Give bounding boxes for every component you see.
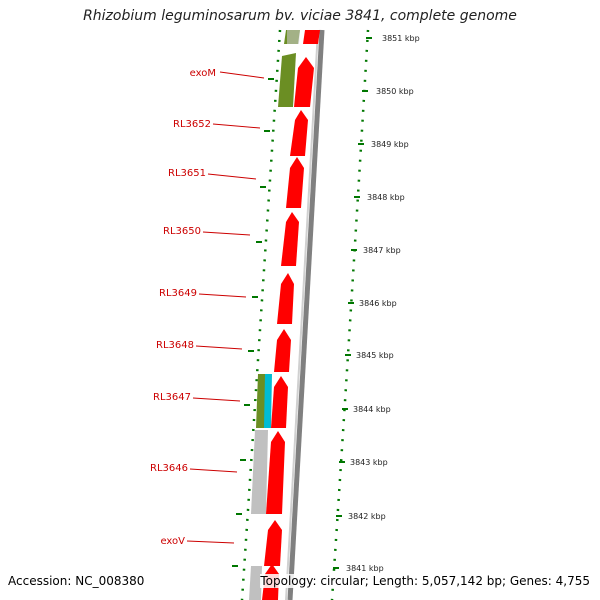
kbp-label: 3847 kbp (363, 246, 401, 255)
kbp-label: 3849 kbp (371, 140, 409, 149)
gene-label-exoV[interactable]: exoV (160, 536, 185, 547)
genome-backbone (287, 29, 325, 600)
gene-label-exoM[interactable]: exoM (190, 68, 216, 79)
inner-major-ticks (232, 78, 274, 567)
gene-feature-RL3652[interactable] (290, 110, 308, 156)
gene-feature-lower-reverse[interactable] (249, 566, 262, 600)
kbp-label: 3841 kbp (346, 564, 384, 573)
gene-feature-RL3649[interactable] (277, 273, 294, 324)
kbp-label: 3845 kbp (356, 351, 394, 360)
forward-strand-genes (262, 30, 320, 600)
reverse-strand-features (249, 30, 300, 600)
outer-major-ticks (333, 37, 372, 569)
gene-label-RL3649[interactable]: RL3649 (159, 288, 197, 299)
gene-label-RL3646[interactable]: RL3646 (150, 463, 188, 474)
gene-feature-exoM-forward[interactable] (294, 57, 314, 107)
gene-feature-forward[interactable] (303, 30, 320, 44)
kbp-label: 3844 kbp (353, 405, 391, 414)
gene-label-RL3647[interactable]: RL3647 (153, 392, 191, 403)
kbp-label: 3842 kbp (348, 512, 386, 521)
gene-feature-RL3648[interactable] (274, 329, 291, 372)
gene-feature-reverse[interactable] (287, 30, 300, 44)
genome-backbone-shadow (285, 29, 319, 600)
genome-title: Rhizobium leguminosarum bv. viciae 3841,… (83, 8, 517, 24)
kbp-label: 3848 kbp (367, 193, 405, 202)
gene-feature-RL3650[interactable] (281, 212, 299, 266)
gene-feature-RL3647[interactable] (271, 376, 288, 428)
gene-feature-exoV[interactable] (264, 520, 282, 566)
gene-feature-cyan[interactable] (264, 374, 272, 428)
kbp-label: 3850 kbp (376, 87, 414, 96)
kbp-label: 3846 kbp (359, 299, 397, 308)
accession-text: Accession: NC_008380 (8, 574, 145, 588)
genome-summary-text: Topology: circular; Length: 5,057,142 bp… (260, 574, 590, 588)
gene-feature-RL3647-reverse[interactable] (256, 374, 266, 428)
kbp-label: 3851 kbp (382, 34, 420, 43)
inner-tick-ring (240, 29, 282, 600)
gene-label-RL3648[interactable]: RL3648 (156, 340, 194, 351)
gene-feature-RL3646-reverse[interactable] (251, 430, 268, 514)
gene-label-leaders (186, 71, 265, 544)
gene-label-RL3652[interactable]: RL3652 (173, 119, 211, 130)
gene-feature-RL3646[interactable] (266, 431, 285, 514)
gene-feature-exoM[interactable] (278, 53, 296, 107)
gene-label-RL3651[interactable]: RL3651 (168, 168, 206, 179)
gene-label-RL3650[interactable]: RL3650 (163, 226, 201, 237)
gene-feature-RL3651[interactable] (286, 157, 304, 208)
kbp-label: 3843 kbp (350, 458, 388, 467)
